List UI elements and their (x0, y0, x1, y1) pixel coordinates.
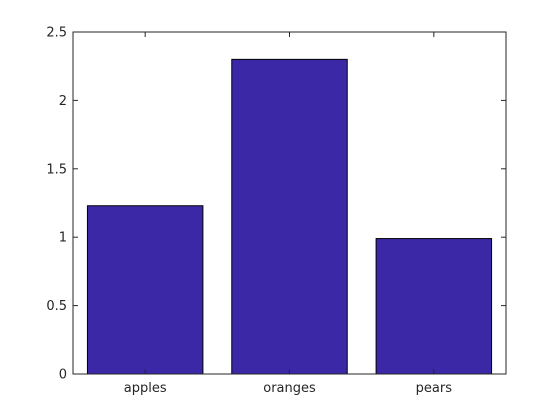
plot-frame (72, 31, 507, 375)
y-tick-label: 1.5 (46, 162, 67, 177)
bar-pears (375, 238, 493, 375)
y-tick-label: 0.5 (46, 299, 67, 314)
bar-apples (86, 205, 204, 375)
x-axis: apples oranges pears (124, 32, 452, 396)
x-tick-label-pears: pears (416, 381, 453, 396)
bars-group (86, 58, 493, 375)
y-axis: 0 0.5 1 1.5 2 2.5 (46, 26, 506, 383)
y-tick-label: 1 (59, 231, 67, 246)
y-tick-label: 2 (59, 94, 67, 109)
bar-oranges (231, 58, 348, 375)
y-tick-label: 2.5 (46, 26, 67, 41)
x-tick-label-apples: apples (124, 381, 167, 396)
x-tick-label-oranges: oranges (263, 381, 316, 396)
y-tick-label: 0 (59, 368, 67, 383)
